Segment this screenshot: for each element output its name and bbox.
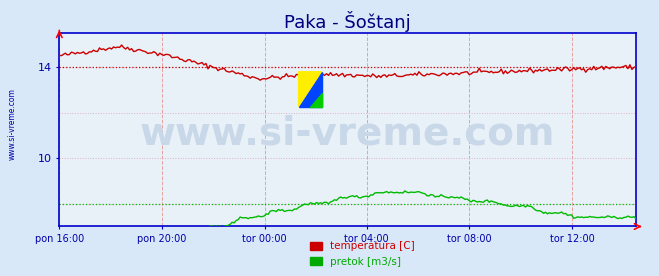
- Title: Paka - Šoštanj: Paka - Šoštanj: [284, 10, 411, 31]
- Text: www.si-vreme.com: www.si-vreme.com: [8, 88, 17, 160]
- Text: www.si-vreme.com: www.si-vreme.com: [140, 115, 556, 153]
- Polygon shape: [299, 72, 322, 107]
- Legend: temperatura [C], pretok [m3/s]: temperatura [C], pretok [m3/s]: [306, 237, 419, 271]
- Polygon shape: [299, 72, 322, 107]
- Polygon shape: [310, 93, 322, 107]
